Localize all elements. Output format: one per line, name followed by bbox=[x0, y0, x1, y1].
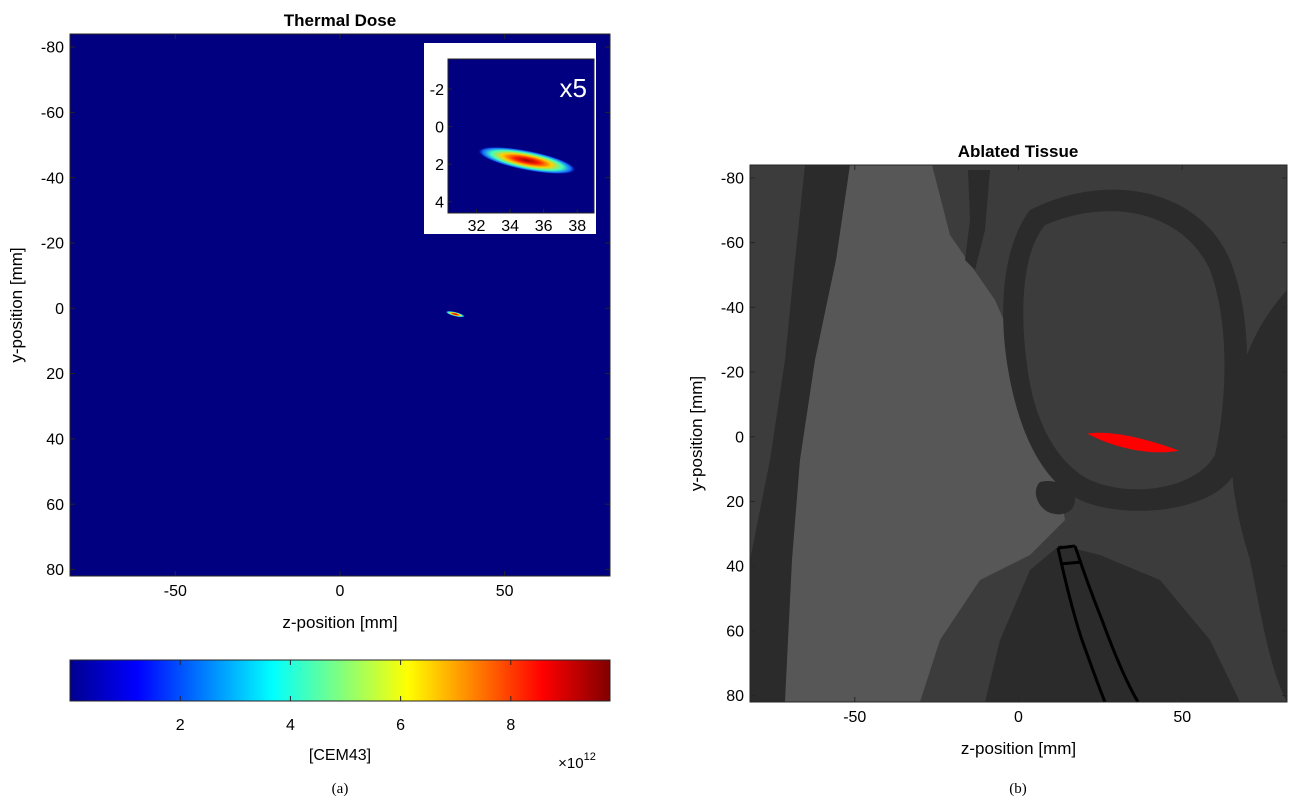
inset-x-tick-label: 36 bbox=[535, 218, 553, 235]
x-tick-label: -50 bbox=[164, 583, 187, 600]
inset-y-tick-label: -2 bbox=[430, 82, 444, 99]
y-tick-label: -20 bbox=[721, 365, 744, 382]
y-tick-label: 80 bbox=[726, 688, 744, 705]
tissue-central-band bbox=[785, 165, 1065, 702]
y-tick-label: -80 bbox=[721, 171, 744, 188]
inset-y-tick-label: 2 bbox=[435, 157, 444, 174]
y-axis-label: y-position [mm] bbox=[687, 376, 706, 491]
y-tick-label: 40 bbox=[46, 431, 64, 448]
y-tick-label: 80 bbox=[46, 562, 64, 579]
panel-a-thermal-dose: Thermal Dose -50 0 50-80-60-40-20020406080… bbox=[7, 11, 611, 797]
y-tick-label: 0 bbox=[55, 301, 64, 318]
panel-a-title: Thermal Dose bbox=[284, 11, 396, 30]
y-tick-label: 20 bbox=[46, 366, 64, 383]
x-tick-label: -50 bbox=[843, 709, 866, 726]
inset-plot-area bbox=[447, 58, 595, 214]
y-axis-label: y-position [mm] bbox=[7, 247, 26, 362]
tissue-upper-dark-patch bbox=[965, 170, 990, 270]
colorbar-tick-label: 8 bbox=[506, 717, 515, 734]
colorbar-exponent: ×1012 bbox=[558, 751, 596, 772]
inset-axes: 32 34 36 38 -2 0 2 4 bbox=[430, 82, 586, 235]
tissue-small-dark-patch bbox=[1035, 480, 1076, 515]
x-tick-label: 0 bbox=[1014, 709, 1023, 726]
dose-hotspot bbox=[445, 310, 465, 318]
inset-dose-hotspot bbox=[477, 146, 577, 175]
dose-heatmap bbox=[445, 310, 465, 318]
tissue-organ-interior bbox=[1023, 211, 1225, 490]
tissue-left-dark-band bbox=[750, 165, 850, 702]
inset-zoom-label: x5 bbox=[560, 73, 587, 103]
vessel-outline-top bbox=[1057, 544, 1083, 566]
inset-x-tick-label: 32 bbox=[468, 218, 486, 235]
vessel-outline-right bbox=[1073, 545, 1140, 703]
x-axis-label: z-position [mm] bbox=[282, 613, 397, 632]
x-axis-label: z-position [mm] bbox=[961, 739, 1076, 758]
y-tick-label: 60 bbox=[46, 497, 64, 514]
panel-b-axes: -50 0 50 -80 -60 -40 -20 0 20 40 60 80 z-position [m… bbox=[687, 165, 1287, 758]
inset-heatmap bbox=[477, 146, 577, 175]
y-tick-label: -80 bbox=[41, 40, 64, 57]
inset-y-tick-label: 4 bbox=[435, 195, 444, 212]
y-tick-label: 20 bbox=[726, 494, 744, 511]
y-tick-label: -20 bbox=[41, 236, 64, 253]
colorbar-ticks: 2 4 6 8 bbox=[176, 660, 515, 734]
x-tick-label: 50 bbox=[1173, 709, 1191, 726]
y-tick-label: -60 bbox=[41, 105, 64, 122]
y-tick-label: 0 bbox=[735, 429, 744, 446]
colorbar: 2 4 6 8 [CEM43] ×1012 bbox=[69, 659, 611, 772]
inset-x-tick-label: 38 bbox=[568, 218, 586, 235]
panel-a-caption: (a) bbox=[332, 781, 349, 797]
tissue-lower-dark-region bbox=[985, 545, 1240, 702]
y-tick-label: -40 bbox=[41, 170, 64, 187]
vessel-outline bbox=[1056, 544, 1140, 703]
y-tick-label: 40 bbox=[726, 559, 744, 576]
zoom-inset: 32 34 36 38 -2 0 2 4 x5 bbox=[424, 43, 596, 235]
x-tick-label: 0 bbox=[336, 583, 345, 600]
y-tick-label: -40 bbox=[721, 300, 744, 317]
colorbar-tick-label: 6 bbox=[396, 717, 405, 734]
vessel-outline-left bbox=[1056, 547, 1107, 703]
panel-b-caption: (b) bbox=[1009, 781, 1027, 797]
colorbar-gradient bbox=[69, 659, 611, 702]
colorbar-tick-label: 2 bbox=[176, 717, 185, 734]
y-tick-label: -60 bbox=[721, 235, 744, 252]
tissue-right-dark-region bbox=[1231, 290, 1287, 702]
inset-y-tick-label: 0 bbox=[435, 120, 444, 137]
y-tick-label: 60 bbox=[726, 623, 744, 640]
ablation-region bbox=[1087, 432, 1179, 453]
x-tick-label: 50 bbox=[496, 583, 514, 600]
tissue-map bbox=[750, 165, 1287, 702]
colorbar-tick-label: 4 bbox=[286, 717, 295, 734]
panel-b-ablated-tissue: Ablated Tissue -50 0 50 -80 -60 -40 -20 0 20 40 60… bbox=[687, 142, 1288, 797]
inset-x-tick-label: 34 bbox=[501, 218, 519, 235]
colorbar-label: [CEM43] bbox=[309, 747, 371, 764]
panel-b-title: Ablated Tissue bbox=[958, 142, 1079, 161]
